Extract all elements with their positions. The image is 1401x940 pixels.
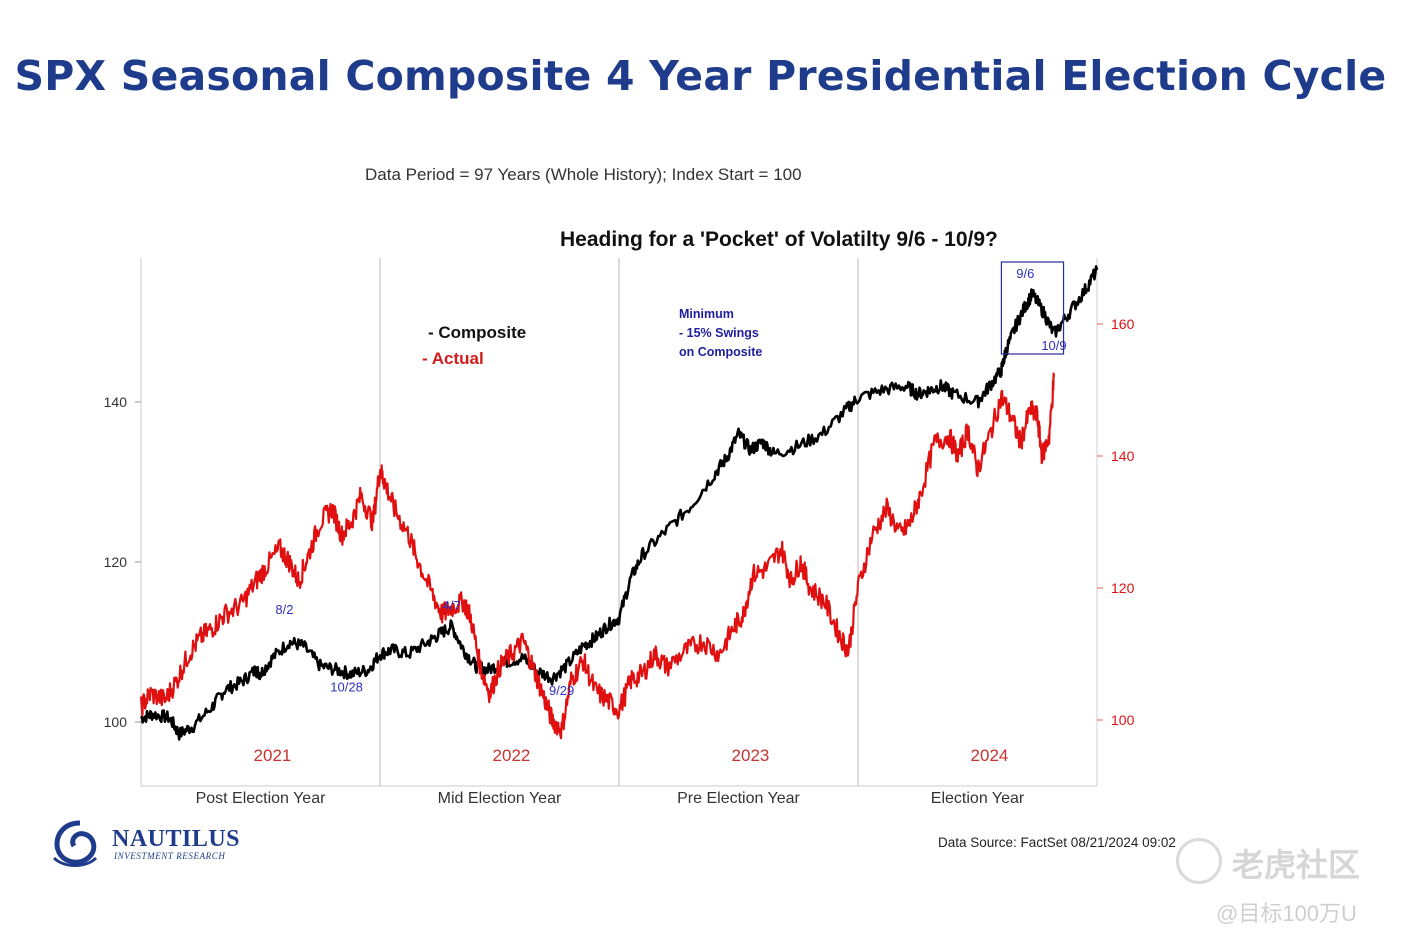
phase-label: Pre Election Year — [677, 790, 800, 807]
date-annotation: 10/28 — [330, 680, 363, 695]
swing-note: Minimum - 15% Swings on Composite — [679, 305, 762, 362]
nautilus-logo: NAUTILUS INVESTMENT RESEARCH — [50, 818, 240, 868]
nautilus-swirl-icon — [52, 820, 98, 867]
volatility-highlight-box — [1000, 261, 1065, 355]
logo-subtitle: INVESTMENT RESEARCH — [114, 851, 226, 861]
phase-label: Mid Election Year — [438, 790, 562, 807]
date-annotation: 9/29 — [549, 683, 574, 698]
watermark-circle-icon — [1176, 838, 1222, 884]
note-line-3: on Composite — [679, 345, 763, 359]
right-tick-label: 160 — [1111, 316, 1135, 332]
year-label: 2024 — [971, 746, 1009, 765]
series-line-composite — [139, 265, 1099, 741]
data-source: Data Source: FactSet 08/21/2024 09:02 — [938, 835, 1176, 850]
legend-actual: - Actual — [422, 349, 484, 368]
phase-label: Election Year — [931, 790, 1025, 807]
date-annotation: 10/9 — [1041, 338, 1066, 353]
chart-heading: Heading for a 'Pocket' of Volatilty 9/6 … — [560, 228, 998, 251]
note-line-1: Minimum — [679, 307, 734, 321]
left-tick-label: 140 — [104, 394, 128, 410]
logo-name: NAUTILUS — [112, 826, 241, 852]
date-annotation: 8/2 — [275, 602, 293, 617]
phase-label: Post Election Year — [196, 790, 327, 807]
right-tick-label: 140 — [1111, 448, 1135, 464]
note-line-2: - 15% Swings — [679, 326, 759, 340]
year-label: 2021 — [254, 746, 292, 765]
page-title: SPX Seasonal Composite 4 Year Presidenti… — [14, 52, 1387, 100]
year-label: 2023 — [732, 746, 770, 765]
left-tick-label: 100 — [104, 714, 128, 730]
series-line-actual — [139, 372, 1056, 740]
chart-subtitle: Data Period = 97 Years (Whole History); … — [365, 165, 802, 184]
date-annotation: 4/7 — [443, 598, 461, 613]
watermark-brand: 老虎社区 — [1232, 847, 1361, 883]
right-tick-label: 120 — [1111, 580, 1135, 596]
year-label: 2022 — [493, 746, 531, 765]
date-annotation: 9/6 — [1016, 266, 1034, 281]
watermark-user: @目标100万U — [1216, 901, 1357, 926]
right-tick-label: 100 — [1111, 712, 1135, 728]
left-tick-label: 120 — [104, 554, 128, 570]
legend-composite: - Composite — [428, 323, 527, 342]
